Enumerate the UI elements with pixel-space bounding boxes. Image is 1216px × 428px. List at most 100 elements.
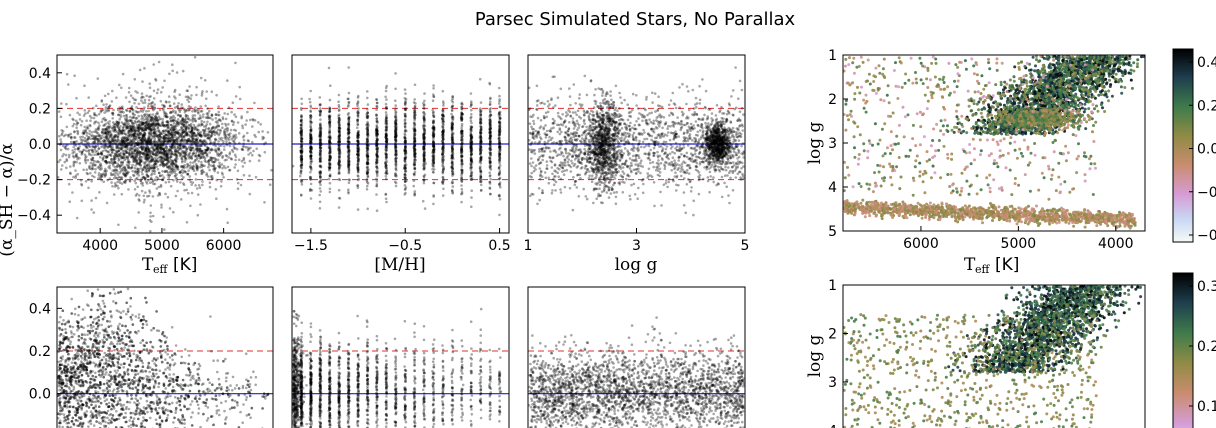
- data-point: [394, 115, 397, 118]
- data-point: [84, 154, 87, 157]
- data-point: [432, 111, 435, 114]
- data-point: [141, 127, 144, 130]
- data-point: [164, 113, 167, 116]
- data-point: [234, 134, 237, 137]
- data-point: [145, 95, 148, 98]
- data-point: [338, 152, 341, 155]
- data-point: [188, 128, 191, 131]
- data-point: [169, 112, 172, 115]
- data-point: [172, 125, 175, 128]
- data-point: [151, 117, 154, 120]
- data-point: [243, 174, 246, 177]
- data-point: [150, 220, 153, 223]
- data-point: [140, 108, 143, 111]
- data-point: [132, 174, 135, 177]
- data-point: [93, 141, 96, 144]
- data-point: [117, 156, 120, 159]
- data-point: [181, 171, 184, 174]
- data-point: [404, 116, 407, 119]
- data-point: [217, 140, 220, 143]
- data-point: [124, 136, 127, 139]
- data-point: [160, 204, 163, 207]
- data-point: [413, 98, 416, 101]
- data-point: [414, 159, 417, 162]
- data-point: [347, 98, 350, 101]
- data-point: [385, 87, 388, 90]
- data-point: [167, 121, 170, 124]
- data-point: [140, 146, 143, 149]
- data-point: [77, 131, 80, 134]
- data-point: [129, 110, 132, 113]
- data-point: [348, 179, 351, 182]
- data-point: [175, 153, 178, 156]
- data-point: [300, 116, 303, 119]
- data-point: [366, 161, 369, 164]
- data-point: [310, 138, 313, 141]
- data-point: [195, 178, 198, 181]
- data-point: [253, 102, 256, 105]
- data-point: [263, 143, 266, 146]
- data-point: [328, 108, 331, 111]
- data-point: [223, 148, 226, 151]
- data-point: [73, 163, 76, 166]
- data-point: [156, 92, 159, 95]
- data-point: [146, 119, 149, 122]
- data-point: [235, 116, 238, 119]
- data-point: [73, 136, 76, 139]
- data-point: [395, 185, 398, 188]
- data-point: [143, 132, 146, 135]
- data-point: [149, 155, 152, 158]
- data-point: [206, 112, 209, 115]
- data-point: [224, 159, 227, 162]
- data-point: [157, 194, 160, 197]
- data-point: [213, 149, 216, 152]
- data-point: [151, 152, 154, 155]
- data-point: [176, 121, 179, 124]
- data-point: [310, 147, 313, 150]
- data-point: [58, 135, 61, 138]
- data-point: [338, 206, 341, 209]
- data-point: [80, 138, 83, 141]
- data-point: [71, 118, 74, 121]
- data-point: [261, 130, 264, 133]
- data-point: [191, 110, 194, 113]
- data-point: [78, 113, 81, 116]
- data-point: [161, 86, 164, 89]
- data-point: [394, 104, 397, 107]
- data-point: [148, 103, 151, 106]
- data-point: [68, 156, 71, 159]
- data-point: [100, 146, 103, 149]
- y-tick-label: −0.4: [17, 208, 51, 224]
- data-point: [231, 149, 234, 152]
- data-point: [179, 109, 182, 112]
- data-point: [197, 214, 200, 217]
- data-point: [220, 185, 223, 188]
- data-point: [157, 145, 160, 148]
- data-point: [367, 155, 370, 158]
- data-point: [243, 162, 246, 165]
- data-point: [356, 139, 359, 142]
- data-point: [92, 157, 95, 160]
- data-point: [153, 167, 156, 170]
- data-point: [141, 80, 144, 83]
- data-point: [120, 161, 123, 164]
- data-point: [357, 107, 360, 110]
- data-point: [198, 140, 201, 143]
- data-point: [211, 127, 214, 130]
- data-point: [357, 142, 360, 145]
- data-point: [107, 150, 110, 153]
- data-point: [385, 129, 388, 132]
- data-point: [179, 129, 182, 132]
- data-point: [139, 151, 142, 154]
- data-point: [88, 152, 91, 155]
- data-point: [145, 110, 148, 113]
- data-point: [130, 132, 133, 135]
- data-point: [153, 97, 156, 100]
- data-point: [375, 129, 378, 132]
- data-point: [357, 132, 360, 135]
- data-point: [213, 142, 216, 145]
- data-point: [358, 148, 361, 151]
- data-point: [366, 132, 369, 135]
- data-point: [107, 146, 110, 149]
- data-point: [186, 140, 189, 143]
